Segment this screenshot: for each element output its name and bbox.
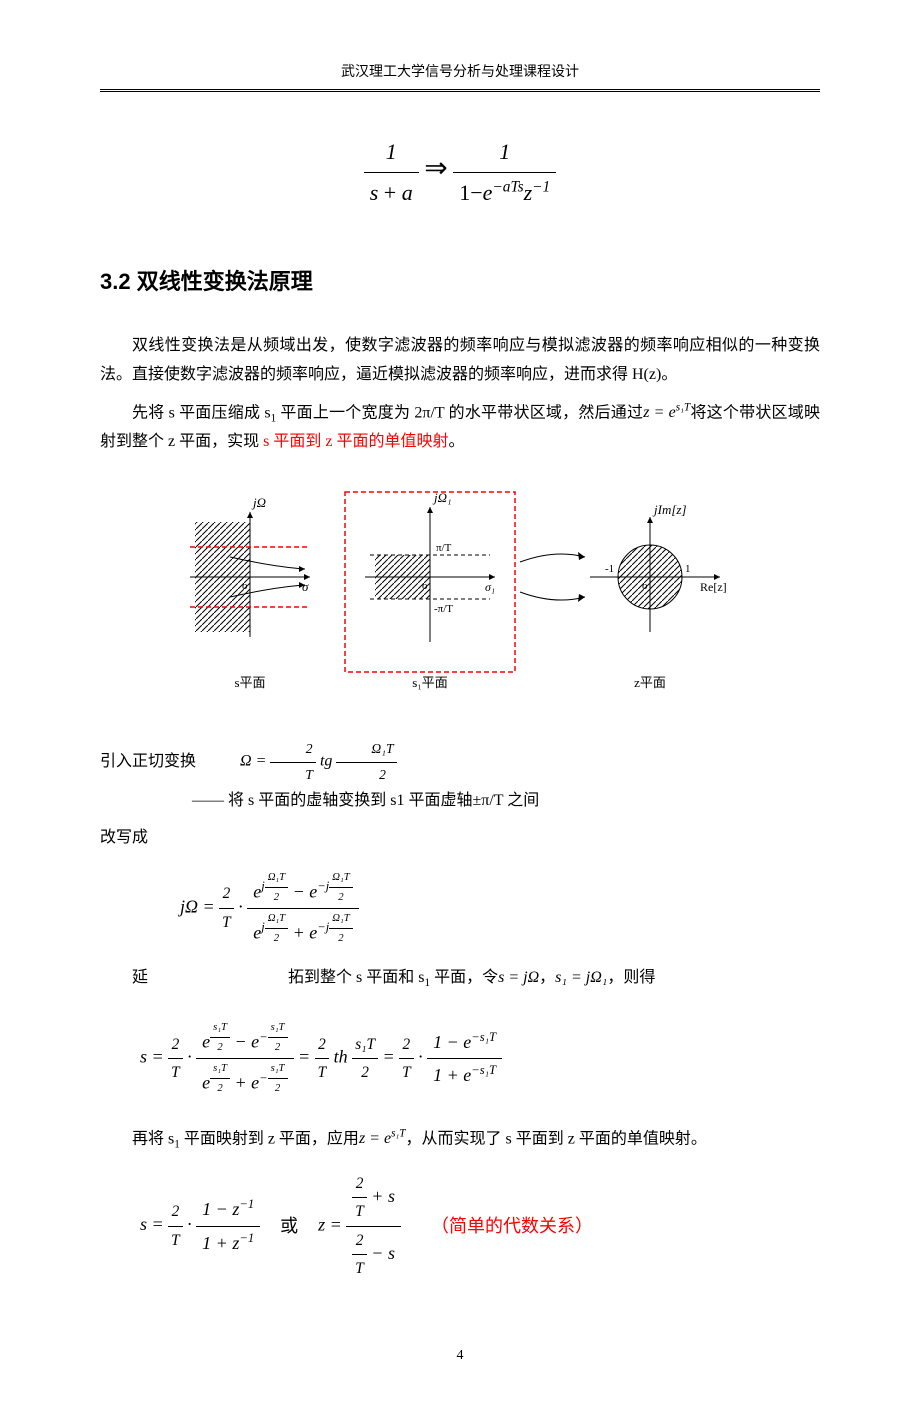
formula1-right-num: 1 bbox=[453, 132, 556, 173]
paragraph-3: 再将 s1 平面映射到 z 平面，应用z = es₁T，从而实现了 s 平面到 … bbox=[100, 1124, 820, 1155]
svg-text:π/T: π/T bbox=[436, 542, 452, 554]
paragraph-2: 先将 s 平面压缩成 s1 平面上一个宽度为 2π/T 的水平带状区域，然后通过… bbox=[100, 398, 820, 457]
s-plane-label: s平面 bbox=[234, 675, 265, 690]
svg-text:1: 1 bbox=[685, 563, 691, 575]
svg-text:Re[z]: Re[z] bbox=[700, 580, 727, 594]
formula1-right-den: 1−e−aTsz−1 bbox=[453, 173, 556, 213]
svg-text:jIm[z]: jIm[z] bbox=[652, 502, 687, 517]
z-plane-label: z平面 bbox=[634, 675, 666, 690]
arrow-implies: ⇒ bbox=[424, 153, 447, 184]
rewrite-label: 改写成 bbox=[100, 824, 820, 853]
paragraph-1: 双线性变换法是从频域出发，使数字滤波器的频率响应与模拟滤波器的频率响应相似的一种… bbox=[100, 332, 820, 390]
svg-text:-1: -1 bbox=[605, 563, 614, 575]
svg-text:jΩ₁: jΩ₁ bbox=[432, 490, 452, 505]
extend-text: 延拓到整个 s 平面和 s1 平面，令s = jΩ，s₁ = jΩ₁，则得 bbox=[100, 964, 820, 993]
plane-mapping-svg: jΩ σ o s平面 jΩ₁ σ₁ π/T -π/T o s₁平面 bbox=[180, 487, 740, 697]
svg-text:σ₁: σ₁ bbox=[485, 580, 495, 594]
final-equations: s = 2T · 1 − z−1 1 + z−1 或 z = 2T + s 2T… bbox=[140, 1170, 820, 1283]
s-equation: s = 2T · es₁T2 − e−s₁T2 es₁T2 + e−s₁T2 =… bbox=[140, 1018, 820, 1099]
svg-text:o: o bbox=[642, 580, 648, 592]
section-title: 3.2 双线性变换法原理 bbox=[100, 262, 820, 302]
jomega-equation: jΩ = 2T · ejΩ₁T2 − e−jΩ₁T2 ejΩ₁T2 + e−jΩ… bbox=[180, 868, 820, 949]
tangent-intro: 引入正切变换 Ω = 2T tg Ω₁T2 —— 将 s 平面的虚轴变换到 s1… bbox=[100, 737, 820, 816]
svg-text:jΩ: jΩ bbox=[251, 495, 266, 510]
s1-plane-label: s₁平面 bbox=[412, 675, 448, 690]
formula-impulse-invariance: 1 s + a ⇒ 1 1−e−aTsz−1 bbox=[100, 132, 820, 212]
svg-text:o: o bbox=[422, 580, 428, 592]
formula1-left-den: s + a bbox=[364, 173, 419, 213]
formula1-left-num: 1 bbox=[364, 132, 419, 173]
bilinear-diagram: jΩ σ o s平面 jΩ₁ σ₁ π/T -π/T o s₁平面 bbox=[100, 487, 820, 697]
page-number: 4 bbox=[100, 1343, 820, 1368]
page-header: 武汉理工大学信号分析与处理课程设计 bbox=[100, 60, 820, 92]
svg-text:σ: σ bbox=[302, 579, 309, 594]
svg-text:-π/T: -π/T bbox=[434, 603, 453, 615]
svg-text:o: o bbox=[242, 580, 248, 592]
